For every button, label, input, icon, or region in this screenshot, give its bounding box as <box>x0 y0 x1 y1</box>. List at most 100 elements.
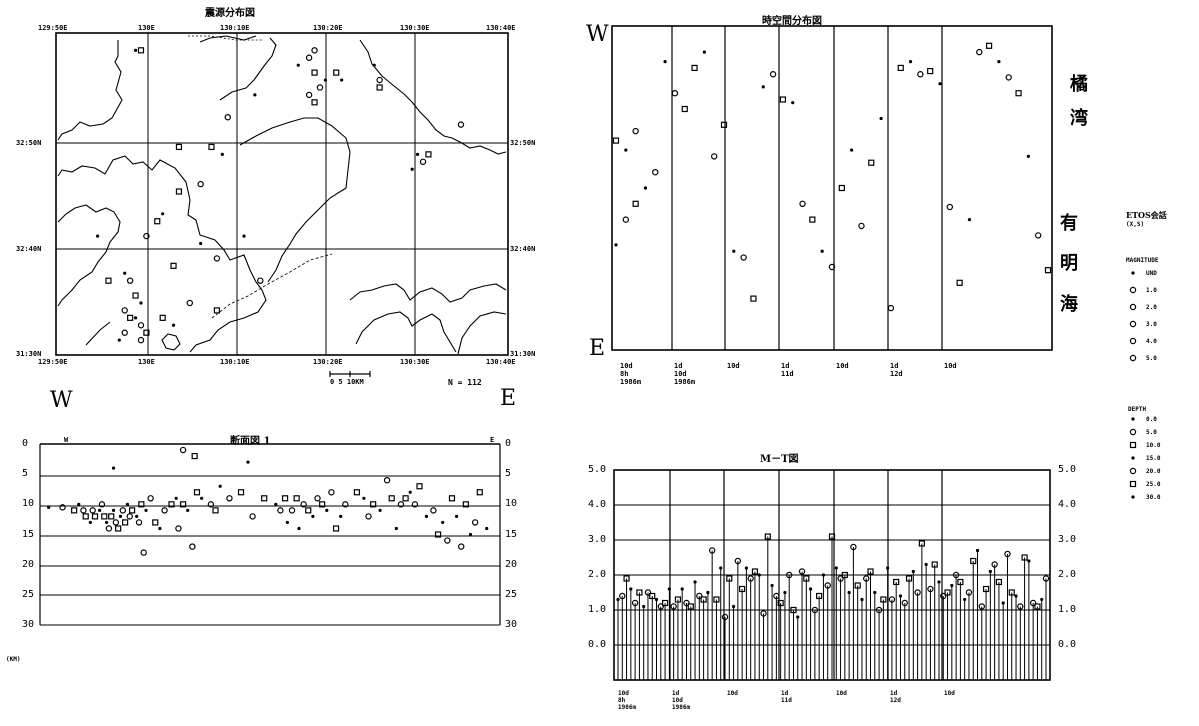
st-events <box>612 42 1052 312</box>
st-point <box>671 89 679 97</box>
mt-stem-head <box>888 596 896 603</box>
mt-x-label: 1d <box>672 690 680 697</box>
st-east-label: E <box>589 336 606 361</box>
map-scale-label: 0 5 10KM <box>330 378 364 386</box>
mt-stem-head <box>911 569 915 574</box>
st-point <box>828 263 836 271</box>
legend-depth-item: 25.0 <box>1146 481 1161 488</box>
map-point <box>311 47 318 54</box>
map-point <box>132 292 139 299</box>
mt-stem-head <box>867 568 874 575</box>
mt-stem-head <box>863 575 870 582</box>
mt-y-tick-right: 5.0 <box>1058 464 1077 475</box>
cross-point <box>91 513 99 520</box>
map-lat-label-right-2: 32:40N <box>510 245 536 253</box>
mt-stem-head <box>1029 599 1037 607</box>
mt-stem-head <box>721 613 729 621</box>
cross-point <box>288 507 296 514</box>
cross-point <box>59 504 66 511</box>
legend-mag-item: 4.0 <box>1146 338 1157 345</box>
mt-y-tick-right: 0.0 <box>1058 639 1077 650</box>
st-point <box>809 216 816 223</box>
map-lon-label-5: 130:30E <box>400 24 430 32</box>
mt-stem-head <box>988 569 992 574</box>
cross-point <box>82 513 89 520</box>
cross-point <box>476 489 483 496</box>
map-point <box>316 84 324 91</box>
cross-point <box>468 532 473 537</box>
cross-point <box>285 520 289 525</box>
cross-point <box>119 507 127 514</box>
st-point <box>750 295 757 302</box>
map-point <box>242 234 246 238</box>
map-point <box>208 143 215 151</box>
cross-point <box>218 484 222 488</box>
cross-depth-tick-left: 0 <box>22 438 29 449</box>
mt-stem-head <box>828 533 836 540</box>
cross-point <box>112 519 120 526</box>
cross-point <box>411 501 419 508</box>
st-point <box>997 60 1001 64</box>
mt-stem-head <box>873 590 877 595</box>
map-point <box>305 91 313 99</box>
mt-x-label: 10d <box>944 690 955 697</box>
cross-depth-tick-left: 10 <box>22 498 35 510</box>
mt-stem-head <box>764 533 771 540</box>
map-point <box>170 262 177 269</box>
st-x-label: 11d <box>781 370 794 378</box>
mt-stem-head <box>719 566 723 570</box>
cross-point <box>200 496 204 500</box>
map-point <box>123 271 127 275</box>
st-point <box>614 243 618 247</box>
map-bottom-lon-1: 129:50E <box>38 358 68 366</box>
mt-stem-head <box>747 575 754 582</box>
cross-point <box>89 507 96 514</box>
st-point <box>691 64 698 72</box>
st-point <box>927 67 934 75</box>
legend-depth-icon <box>1129 441 1137 449</box>
cross-point <box>125 502 130 506</box>
legend-depth-icon <box>1129 480 1137 488</box>
mt-stem-head <box>644 589 652 596</box>
mt-stem-head <box>970 557 977 565</box>
cross-point <box>246 460 250 464</box>
cross-point <box>424 514 429 519</box>
mt-stem-head <box>796 615 800 619</box>
map-lon-label-3: 130:10E <box>220 24 250 32</box>
st-point <box>868 159 875 166</box>
map-point <box>296 63 300 67</box>
cross-point <box>388 495 395 502</box>
cross-point <box>191 452 198 460</box>
mt-y-tick-left: 1.0 <box>588 604 607 615</box>
st-title: 時空間分布図 <box>762 16 822 27</box>
legend-mag-item: 3.0 <box>1146 321 1157 328</box>
cross-depth-tick-right: 0 <box>505 438 512 449</box>
cross-point <box>297 526 301 531</box>
mt-stem-head <box>670 603 677 610</box>
cross-point <box>104 520 109 525</box>
st-point <box>1005 74 1012 81</box>
mt-stem-head <box>751 568 759 575</box>
mt-stem-head <box>661 599 669 607</box>
cross-point <box>108 513 115 520</box>
mt-y-tick-right: 3.0 <box>1058 534 1077 545</box>
cross-point <box>138 501 145 508</box>
mt-stem-head <box>642 604 646 609</box>
cross-point <box>342 501 349 508</box>
cross-point <box>80 507 87 514</box>
mt-stem-head <box>854 582 861 589</box>
cross-point <box>362 496 366 500</box>
mt-stem-head <box>905 575 913 582</box>
cross-point <box>98 501 106 508</box>
mt-stem-head <box>683 599 690 607</box>
map-point <box>105 277 112 284</box>
mt-stem-head <box>927 585 934 593</box>
map-corner-br: 31:30N <box>510 350 536 358</box>
mt-stem-head <box>680 587 684 591</box>
mt-stem-head <box>770 583 774 588</box>
map-point <box>143 232 150 240</box>
legend-mag-item: 2.0 <box>1146 304 1157 311</box>
cross-point <box>328 489 335 496</box>
cross-point <box>161 507 168 514</box>
